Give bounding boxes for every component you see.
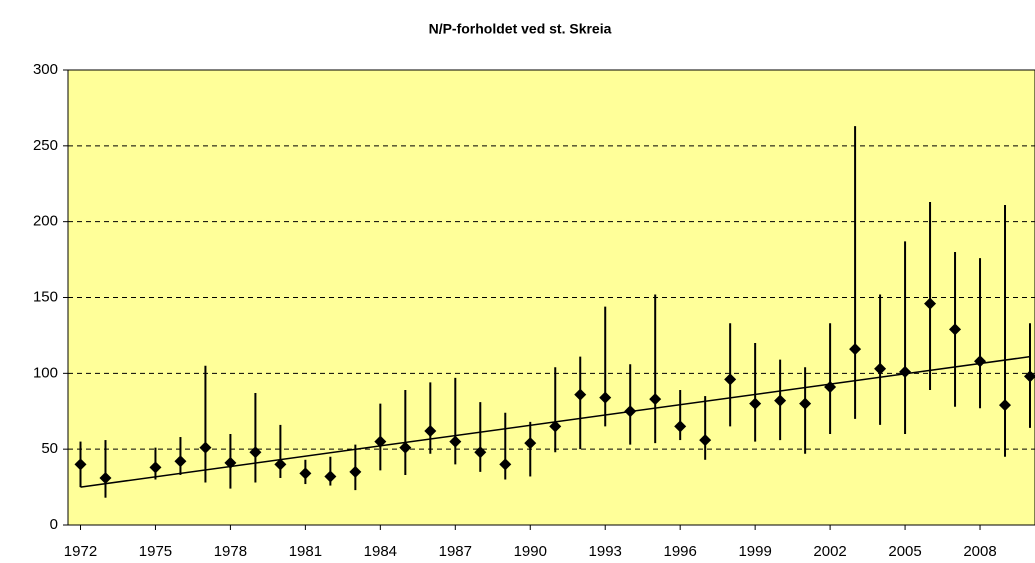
x-tick-label: 1975	[139, 543, 172, 560]
x-tick-label: 1981	[289, 543, 322, 560]
marker	[324, 470, 337, 483]
x-tick-label: 2005	[888, 543, 921, 560]
y-tick-label: 150	[33, 288, 58, 305]
marker	[724, 373, 737, 386]
marker	[674, 420, 687, 433]
marker	[349, 465, 362, 478]
marker	[399, 441, 412, 454]
marker	[899, 365, 912, 378]
y-tick-label: 200	[33, 213, 58, 230]
marker	[774, 394, 787, 407]
x-tick-label: 1978	[214, 543, 247, 560]
marker	[749, 397, 762, 410]
marker	[624, 405, 637, 418]
marker	[799, 397, 812, 410]
x-tick-label: 1987	[439, 543, 472, 560]
marker	[374, 435, 387, 448]
marker	[824, 380, 837, 393]
marker	[974, 355, 987, 368]
marker	[424, 424, 437, 437]
chart-title: N/P-forholdet ved st. Skreia	[429, 21, 612, 37]
marker	[949, 323, 962, 336]
y-tick-label: 250	[33, 137, 58, 154]
marker	[149, 461, 162, 474]
x-tick-label: 1990	[514, 543, 547, 560]
marker	[849, 343, 862, 356]
marker	[174, 455, 187, 468]
marker	[74, 458, 87, 471]
x-tick-label: 1993	[589, 543, 622, 560]
marker	[99, 471, 112, 484]
marker	[249, 446, 262, 459]
marker	[924, 297, 937, 310]
x-tick-label: 1996	[663, 543, 696, 560]
y-tick-label: 100	[33, 364, 58, 381]
marker	[874, 362, 887, 375]
marker	[549, 420, 562, 433]
x-tick-label: 2008	[963, 543, 996, 560]
marker	[574, 388, 587, 401]
marker	[524, 437, 537, 450]
x-tick-label: 1972	[64, 543, 97, 560]
marker	[199, 441, 212, 454]
y-tick-label: 0	[50, 516, 58, 533]
marker	[999, 399, 1012, 412]
marker	[299, 467, 312, 480]
marker	[449, 435, 462, 448]
marker	[1024, 370, 1035, 383]
marker	[599, 391, 612, 404]
marker	[224, 456, 237, 469]
x-tick-label: 1999	[738, 543, 771, 560]
marker	[649, 393, 662, 406]
x-tick-label: 2002	[813, 543, 846, 560]
marker	[699, 434, 712, 447]
marker	[274, 458, 287, 471]
y-tick-label: 300	[33, 61, 58, 78]
marker	[499, 458, 512, 471]
y-tick-label: 50	[41, 440, 58, 457]
marker	[474, 446, 487, 459]
x-tick-label: 1984	[364, 543, 397, 560]
